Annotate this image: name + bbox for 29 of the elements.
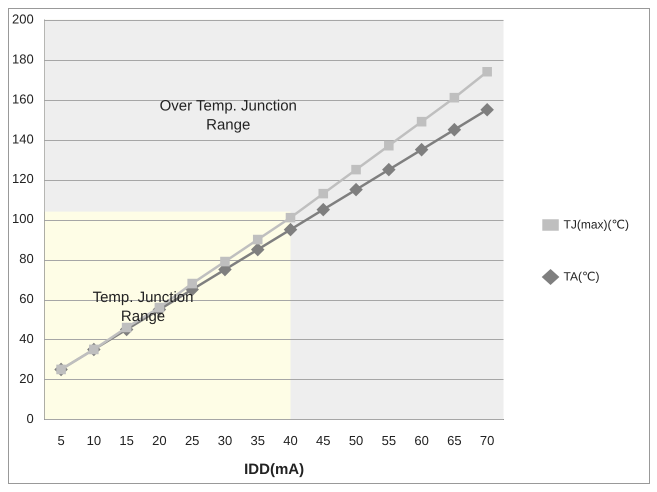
y-tick-label: 40 — [19, 331, 34, 346]
x-tick-label: 45 — [316, 432, 331, 448]
y-tick-label: 20 — [19, 371, 34, 386]
x-tick-label: 30 — [218, 432, 232, 448]
y-tick-label: 140 — [12, 131, 34, 146]
x-tick-label: 25 — [184, 432, 200, 448]
y-tick-label: 60 — [19, 291, 34, 306]
x-tick-label: 50 — [348, 432, 364, 448]
y-tick-label: 0 — [26, 410, 34, 426]
y-tick-label: 100 — [12, 211, 34, 226]
y-tick-label: 160 — [12, 91, 34, 106]
x-tick-label: 15 — [119, 432, 134, 448]
x-tick-label: 35 — [250, 432, 265, 448]
y-tick-label: 120 — [12, 171, 34, 186]
x-tick-label: 70 — [480, 432, 494, 448]
x-tick-label: 20 — [152, 432, 167, 448]
x-tick-label: 10 — [86, 432, 102, 448]
y-tick-label: 180 — [12, 51, 34, 66]
x-tick-label: 5 — [57, 432, 65, 448]
x-tick-label: 55 — [382, 432, 396, 448]
y-tick-label: 80 — [19, 251, 34, 266]
band-label: Over Temp. Junction Range — [160, 97, 297, 134]
x-axis-title: IDD(mA) — [244, 461, 304, 478]
x-tick-label: 65 — [447, 432, 462, 448]
x-tick-label: 40 — [283, 432, 298, 448]
y-tick-label: 200 — [12, 11, 34, 26]
x-tick-label: 60 — [414, 432, 429, 448]
legend-label: TJ(max)(℃) — [564, 217, 630, 232]
legend-label: TA(℃) — [564, 269, 600, 284]
